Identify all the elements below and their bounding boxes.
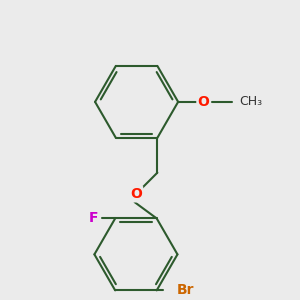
Text: O: O [130, 187, 142, 201]
Text: CH₃: CH₃ [239, 95, 262, 108]
Text: F: F [89, 212, 98, 225]
Text: O: O [198, 95, 209, 109]
Text: Br: Br [177, 284, 194, 297]
